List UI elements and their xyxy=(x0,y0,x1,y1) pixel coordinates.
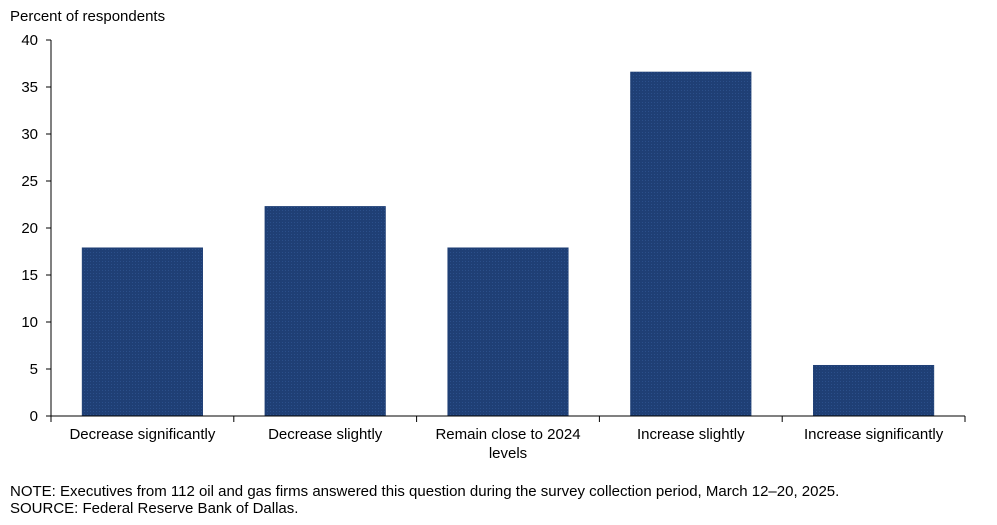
x-tick-label: Remain close to 2024 levels xyxy=(435,426,580,462)
y-tick-label: 15 xyxy=(21,267,38,284)
y-tick-label: 5 xyxy=(30,361,38,378)
bar xyxy=(630,71,752,417)
bar xyxy=(447,247,569,417)
y-tick-label: 35 xyxy=(21,79,38,96)
x-tick-label-line: Increase slightly xyxy=(637,426,745,443)
x-tick-label-line: Remain close to 2024 xyxy=(435,426,580,443)
y-tick-label: 25 xyxy=(21,173,38,190)
y-tick-label: 10 xyxy=(21,314,38,331)
bar xyxy=(264,206,386,417)
y-tick-label: 40 xyxy=(21,32,38,49)
x-tick-label: Decrease significantly xyxy=(69,426,215,443)
y-axis-title: Percent of respondents xyxy=(10,8,166,25)
x-tick-label: Increase slightly xyxy=(637,426,745,443)
bars-group xyxy=(81,71,935,417)
source-text: SOURCE: Federal Reserve Bank of Dallas. xyxy=(10,500,299,517)
x-tick-label-line: Increase significantly xyxy=(804,426,944,443)
x-tick-label-line: levels xyxy=(489,445,527,462)
x-axis: Decrease significantly Decrease slightly R… xyxy=(50,415,966,462)
y-tick-label: 30 xyxy=(21,126,38,143)
y-tick-label: 0 xyxy=(30,408,38,425)
bar xyxy=(81,247,203,417)
y-axis: 0 5 10 15 20 25 30 35 40 xyxy=(21,32,52,425)
bar xyxy=(813,364,935,417)
note-text: NOTE: Executives from 112 oil and gas fi… xyxy=(10,483,840,500)
y-tick-label: 20 xyxy=(21,220,38,237)
chart-notes: NOTE: Executives from 112 oil and gas fi… xyxy=(10,483,839,517)
x-tick-label: Decrease slightly xyxy=(268,426,383,443)
x-tick-label: Increase significantly xyxy=(804,426,944,443)
x-tick-label-line: Decrease significantly xyxy=(69,426,215,443)
x-tick-label-line: Decrease slightly xyxy=(268,426,383,443)
